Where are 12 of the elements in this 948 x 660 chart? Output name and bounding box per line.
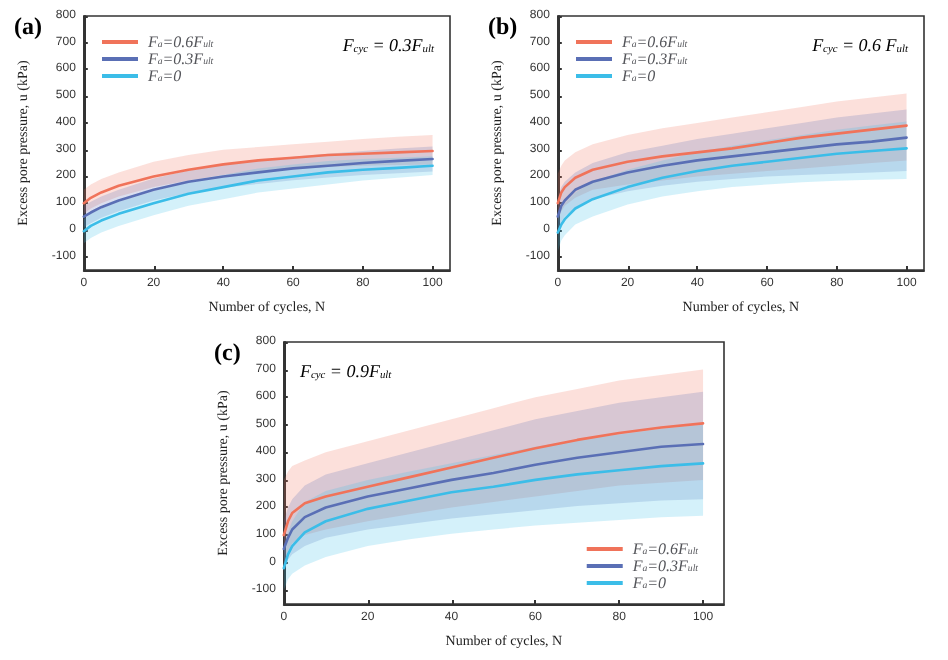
line-series <box>282 462 705 570</box>
line-series <box>82 164 434 233</box>
chart-title: (c) <box>214 338 241 366</box>
line-series <box>556 136 908 218</box>
line-series <box>282 422 705 537</box>
chart-title: (b) <box>488 12 518 40</box>
chart-title: (a) <box>14 12 42 40</box>
line-series <box>82 157 434 218</box>
line-series <box>556 124 908 205</box>
line-series <box>82 149 434 205</box>
line-series <box>556 147 908 234</box>
line-series <box>282 442 705 551</box>
